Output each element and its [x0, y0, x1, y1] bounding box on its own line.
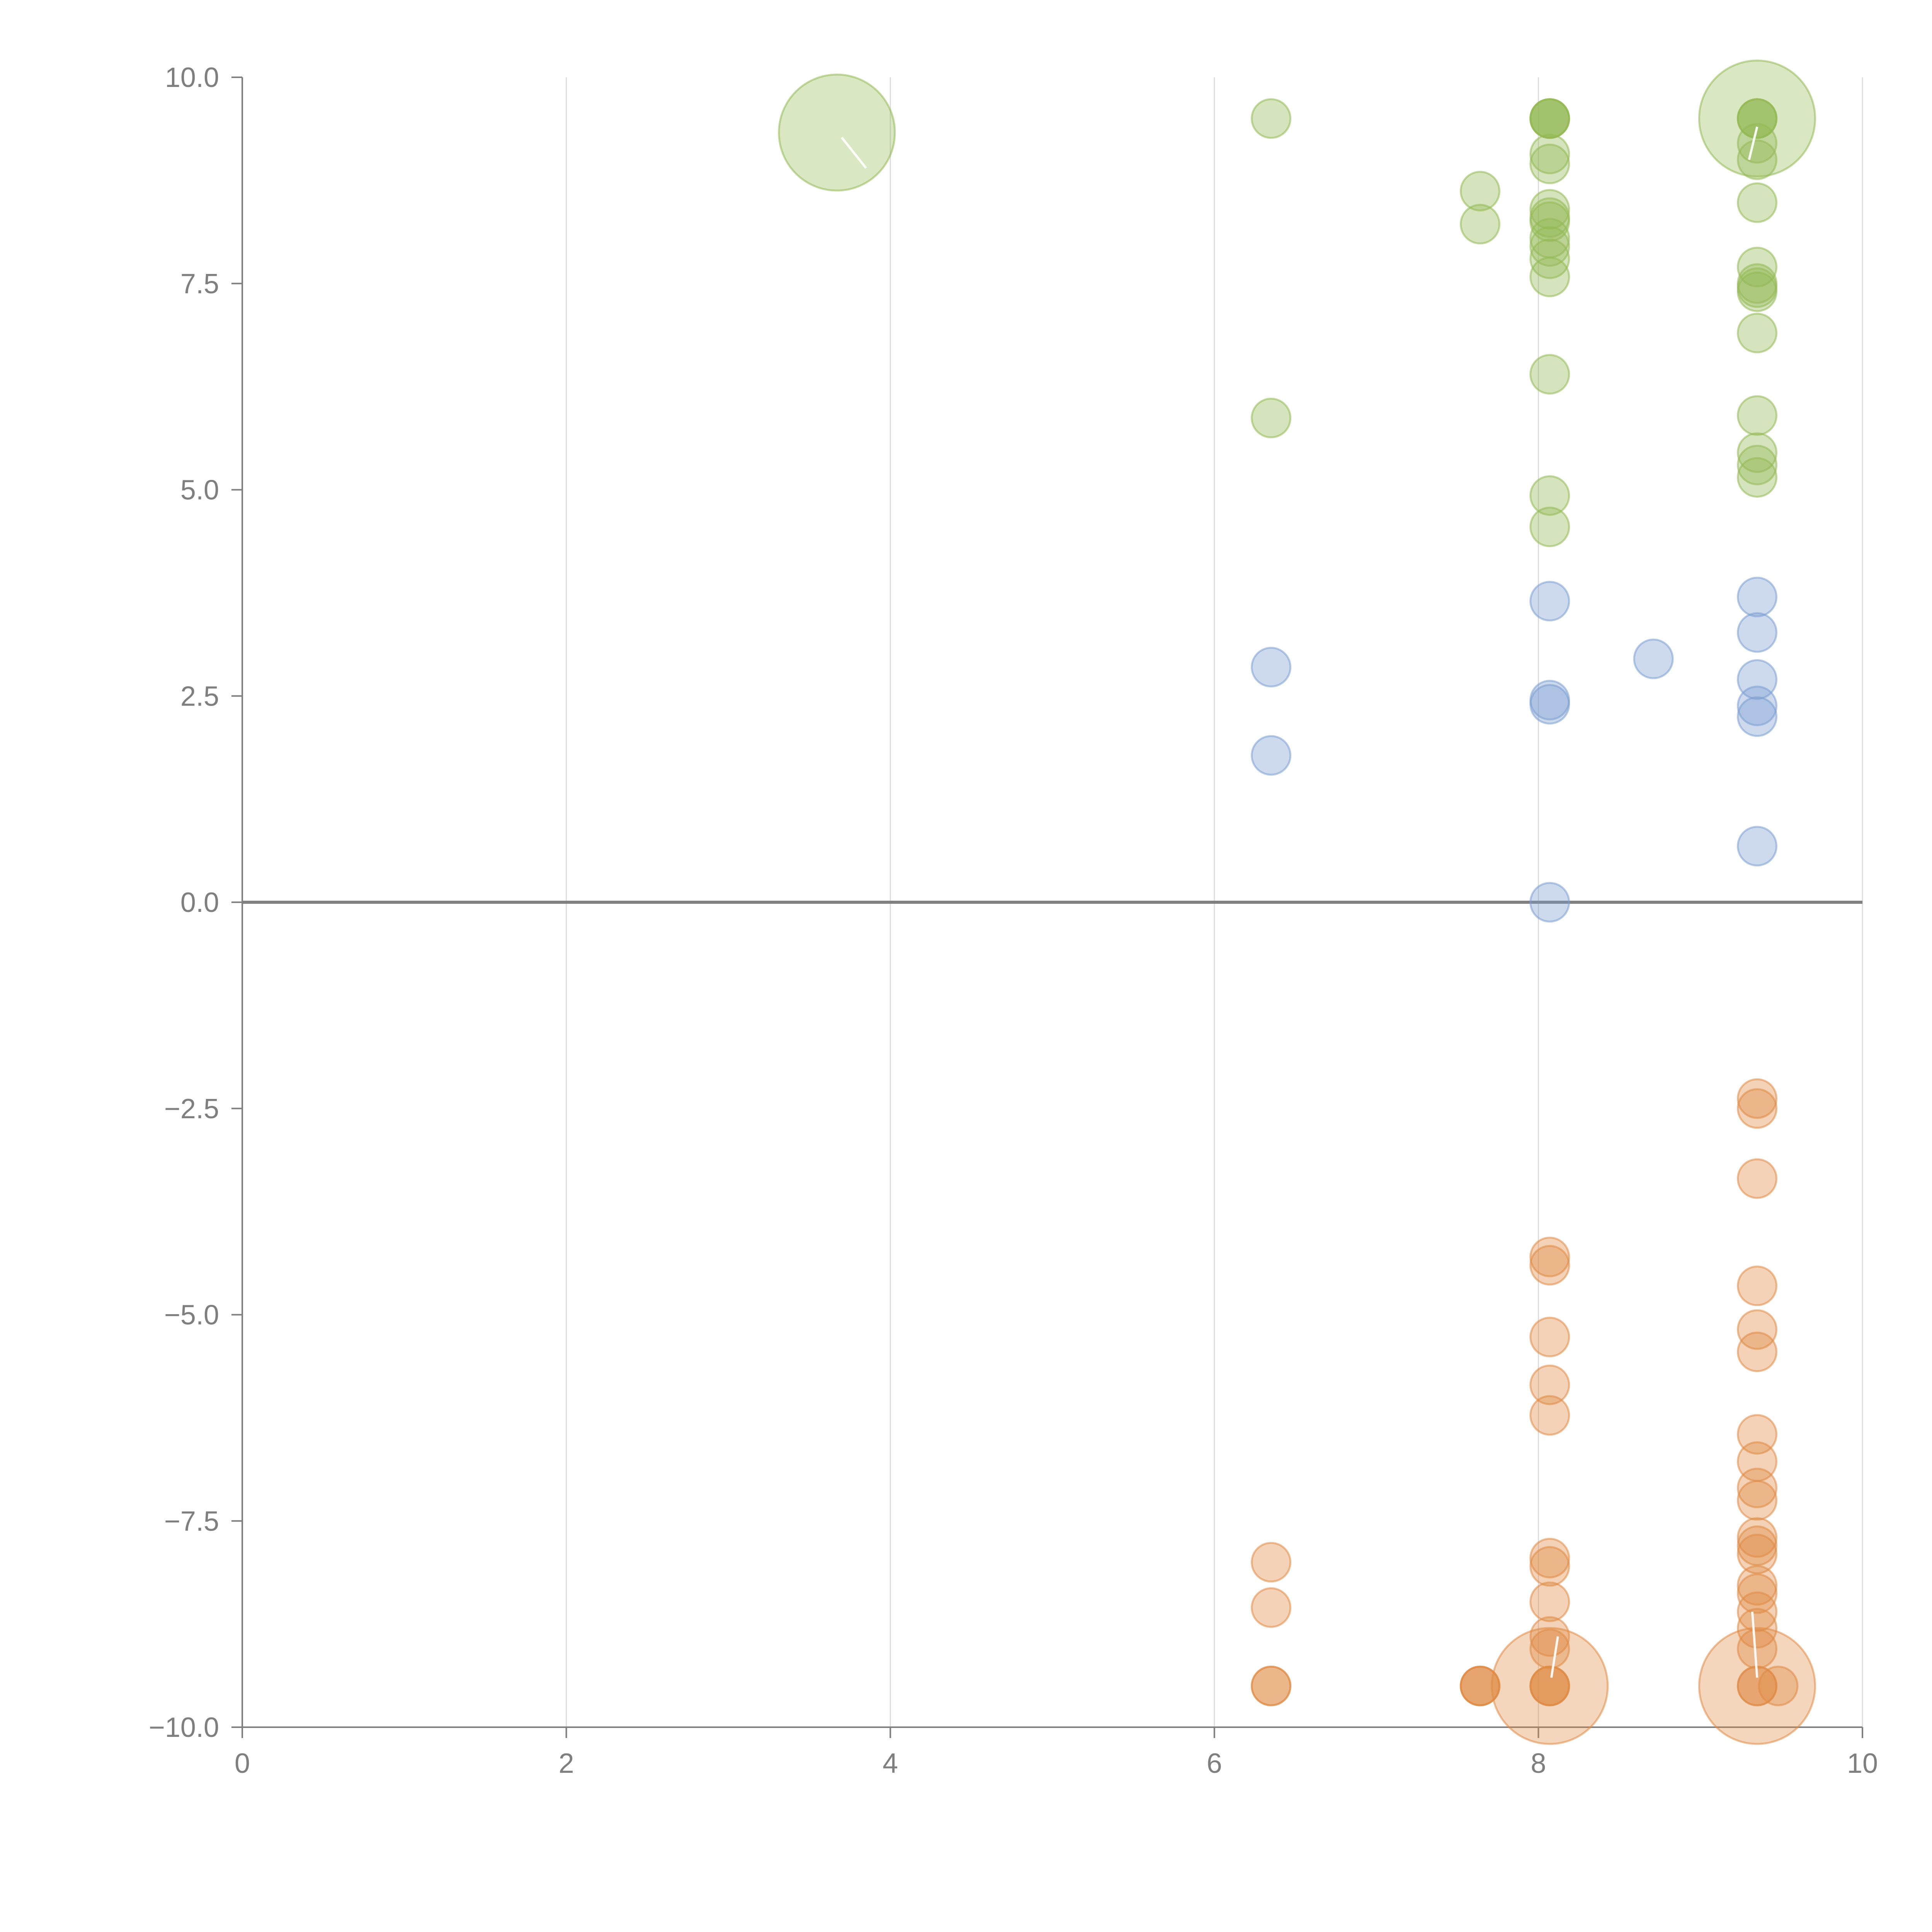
orange-point: [1529, 1316, 1570, 1357]
orange-point: [1529, 1245, 1570, 1286]
green-point: [1529, 189, 1570, 230]
green-point: [1736, 313, 1777, 354]
blue-point: [1529, 581, 1570, 622]
y-tick-label: −10.0: [149, 1712, 219, 1743]
green-point: [1251, 398, 1292, 439]
orange-point: [1529, 1616, 1570, 1657]
green-point: [1529, 507, 1570, 548]
green-point: [1736, 98, 1777, 139]
y-tick-label: 7.5: [180, 269, 219, 299]
green-leader-line: [1748, 126, 1759, 160]
blue-point: [1251, 735, 1292, 776]
x-tick-label: 2: [559, 1748, 574, 1779]
green-leader-line: [841, 136, 867, 169]
green-point: [1529, 226, 1570, 267]
y-tick-label: −2.5: [164, 1094, 219, 1124]
y-tick-label: −5.0: [164, 1300, 219, 1331]
orange-point: [1529, 1537, 1570, 1578]
orange-point: [1736, 1088, 1777, 1129]
orange-point: [1529, 1236, 1570, 1277]
x-tick-label: 6: [1207, 1748, 1222, 1779]
blue-point: [1736, 577, 1777, 617]
green-point: [1529, 475, 1570, 516]
orange-point: [1736, 1078, 1777, 1119]
orange-point: [1529, 1628, 1570, 1669]
blue-point: [1633, 638, 1674, 679]
orange-point: [1491, 1627, 1609, 1745]
orange-point: [1736, 1468, 1777, 1509]
tick-label-layer: 0 2 4 6 8 10 10.0 7.5 5.0 2.5 0.0 −2.5 −5.0 −7.5 −10.0: [149, 62, 1878, 1779]
green-point: [1736, 395, 1777, 436]
orange-leader-line: [1550, 1636, 1559, 1678]
axis-layer: [231, 77, 1863, 1738]
orange-point: [1529, 1546, 1570, 1587]
green-point: [1529, 98, 1570, 139]
blue-point: [1736, 612, 1777, 653]
orange-point: [1698, 1627, 1816, 1745]
orange-point: [1529, 1581, 1570, 1622]
green-point: [1736, 139, 1777, 180]
y-tick-label: −7.5: [164, 1506, 219, 1537]
green-point: [1736, 457, 1777, 498]
marks-layer: [778, 60, 1816, 1745]
green-point: [1459, 171, 1500, 212]
orange-point: [1251, 1542, 1292, 1583]
green-point: [1698, 60, 1816, 178]
green-point: [1736, 247, 1777, 287]
orange-point: [1251, 1587, 1292, 1628]
green-point: [1736, 182, 1777, 223]
orange-point: [1529, 1665, 1570, 1706]
green-point: [1529, 257, 1570, 298]
orange-point: [1736, 1591, 1777, 1632]
orange-point: [1459, 1665, 1500, 1706]
orange-point: [1736, 1332, 1777, 1372]
orange-point: [1736, 1573, 1777, 1614]
x-tick-label: 8: [1531, 1748, 1546, 1779]
green-point: [1459, 204, 1500, 245]
orange-point: [1736, 1608, 1777, 1649]
x-tick-label: 0: [235, 1748, 250, 1779]
green-point: [1529, 134, 1570, 175]
x-tick-label: 4: [883, 1748, 898, 1779]
orange-point: [1736, 1480, 1777, 1521]
blue-point: [1529, 684, 1570, 725]
orange-leader-line: [1751, 1611, 1759, 1678]
y-tick-label: 5.0: [180, 475, 219, 506]
orange-point: [1251, 1665, 1292, 1706]
blue-point: [1736, 826, 1777, 867]
orange-point: [1736, 1517, 1777, 1558]
orange-point: [1529, 1395, 1570, 1436]
x-tick-label: 10: [1847, 1748, 1878, 1779]
green-point: [778, 73, 896, 192]
y-tick-label: 10.0: [165, 62, 219, 93]
leader-layer: [841, 126, 1759, 1678]
blue-point: [1736, 685, 1777, 726]
orange-point: [1758, 1665, 1799, 1706]
green-point: [1736, 432, 1777, 473]
blue-point: [1251, 647, 1292, 688]
orange-point: [1736, 1265, 1777, 1306]
green-point: [1736, 271, 1777, 312]
orange-point: [1736, 1309, 1777, 1350]
green-point: [1529, 143, 1570, 184]
orange-point: [1736, 1158, 1777, 1199]
green-point: [1736, 444, 1777, 485]
green-point: [1736, 123, 1777, 164]
blue-point: [1529, 882, 1570, 923]
green-point: [1529, 238, 1570, 279]
green-point: [1529, 201, 1570, 242]
green-point: [1529, 354, 1570, 395]
orange-point: [1529, 1364, 1570, 1405]
y-tick-label: 2.5: [180, 681, 219, 712]
green-point: [1251, 98, 1292, 139]
y-tick-label: 0.0: [180, 887, 219, 918]
blue-point: [1736, 696, 1777, 737]
